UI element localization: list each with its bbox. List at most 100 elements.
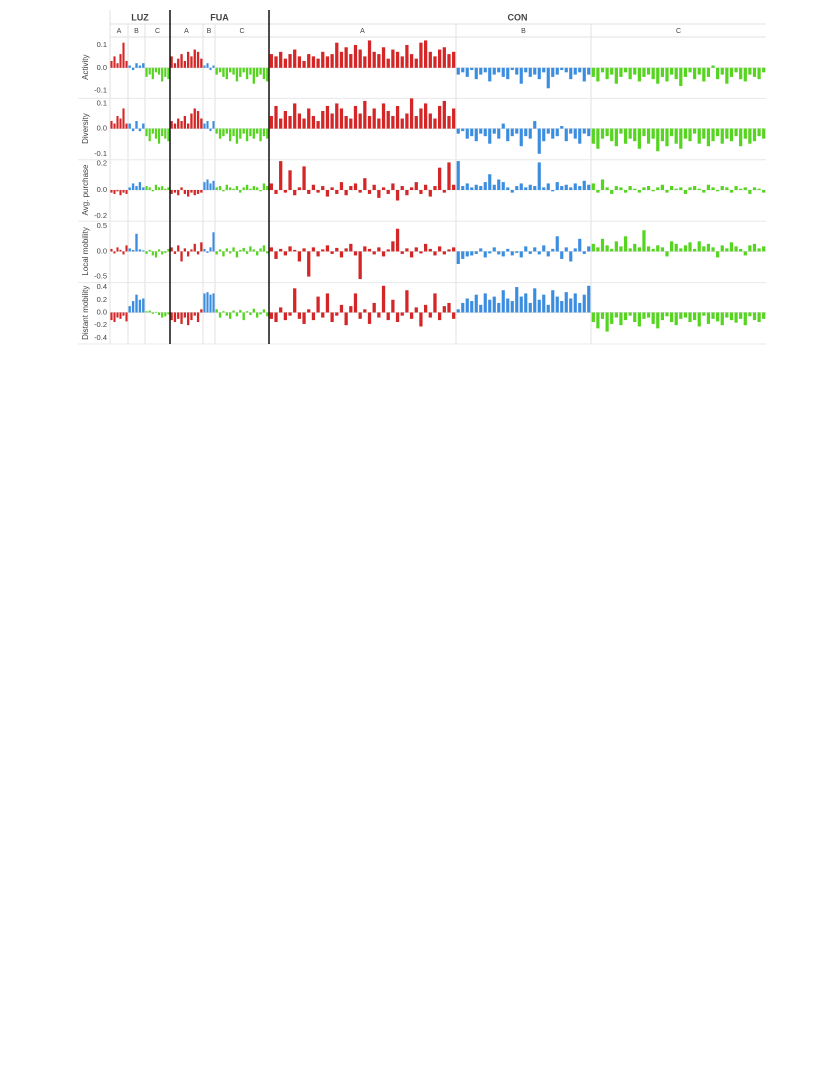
bar xyxy=(409,187,414,190)
bar xyxy=(173,123,177,129)
bar xyxy=(316,296,320,313)
bar xyxy=(218,186,222,190)
bar xyxy=(177,312,180,319)
bar xyxy=(470,67,474,71)
bar xyxy=(596,247,600,252)
bar xyxy=(154,311,158,313)
bar xyxy=(591,243,595,252)
bar xyxy=(266,186,269,190)
bar xyxy=(488,299,492,313)
bar xyxy=(142,298,145,313)
bar xyxy=(311,116,316,129)
bar xyxy=(200,190,203,193)
bar xyxy=(232,247,235,252)
bar xyxy=(524,246,528,252)
bar xyxy=(619,187,623,190)
group-label: B xyxy=(207,28,212,35)
bar xyxy=(377,312,381,318)
bar xyxy=(423,103,428,129)
bar xyxy=(372,302,376,313)
bar xyxy=(119,118,122,129)
bar xyxy=(578,128,582,144)
bar xyxy=(242,128,245,134)
bar xyxy=(474,128,478,142)
bar xyxy=(674,243,678,252)
bar xyxy=(492,296,496,313)
bar xyxy=(358,49,362,68)
bar xyxy=(200,58,203,68)
bar xyxy=(752,67,757,77)
bar xyxy=(239,190,242,193)
bar xyxy=(212,232,215,252)
y-tick-label: 0.0 xyxy=(97,124,107,133)
bar xyxy=(587,184,591,190)
bar xyxy=(377,190,381,198)
bar xyxy=(183,60,187,68)
bar xyxy=(206,292,209,313)
bar xyxy=(200,242,203,252)
bar xyxy=(235,251,239,258)
bar xyxy=(633,188,637,190)
bar xyxy=(456,67,460,75)
bar xyxy=(734,186,738,190)
bar xyxy=(542,245,546,252)
bar xyxy=(391,183,395,190)
bar xyxy=(674,128,678,144)
bar xyxy=(302,60,306,68)
bar xyxy=(122,312,125,316)
bar xyxy=(135,121,138,129)
y-tick-label: -0.2 xyxy=(94,211,107,220)
bar xyxy=(596,312,600,329)
bar xyxy=(145,186,148,190)
bar xyxy=(605,312,609,332)
bar xyxy=(423,304,428,313)
bar xyxy=(311,184,316,190)
bar xyxy=(131,249,135,252)
bar xyxy=(528,67,532,77)
bar xyxy=(555,67,559,75)
bar xyxy=(307,309,311,313)
bar xyxy=(190,312,193,321)
y-tick-label: 0.0 xyxy=(97,63,107,72)
bar xyxy=(743,128,747,139)
bar xyxy=(442,47,446,68)
bar xyxy=(683,128,688,139)
bar xyxy=(293,249,297,252)
bar xyxy=(428,113,432,129)
bar xyxy=(524,293,528,313)
bar xyxy=(395,312,400,323)
bar xyxy=(363,246,367,252)
bar xyxy=(161,312,164,318)
bar xyxy=(110,312,113,321)
bar xyxy=(637,312,641,327)
bar xyxy=(433,251,437,256)
bar xyxy=(405,248,409,252)
bar xyxy=(537,299,541,313)
bar xyxy=(438,105,442,129)
bar xyxy=(386,190,390,194)
bar xyxy=(148,67,151,75)
bar xyxy=(164,67,167,77)
bar xyxy=(222,311,225,313)
bar xyxy=(533,121,537,129)
y-tick-label: -0.2 xyxy=(94,320,107,329)
bar xyxy=(138,65,142,68)
y-tick-label: -0.5 xyxy=(94,272,107,281)
bar xyxy=(173,190,177,193)
bar xyxy=(135,294,138,313)
bar xyxy=(665,190,669,193)
bar xyxy=(218,249,222,252)
bar xyxy=(506,298,510,313)
bar xyxy=(752,128,757,142)
bar xyxy=(225,184,228,190)
bar xyxy=(142,187,145,190)
bar xyxy=(546,183,550,190)
bar xyxy=(288,246,292,252)
bar xyxy=(400,118,404,129)
bar xyxy=(729,312,734,321)
bar xyxy=(203,65,206,68)
bar xyxy=(279,118,283,129)
bar xyxy=(419,312,423,327)
bar xyxy=(252,249,255,252)
bar xyxy=(555,182,559,190)
